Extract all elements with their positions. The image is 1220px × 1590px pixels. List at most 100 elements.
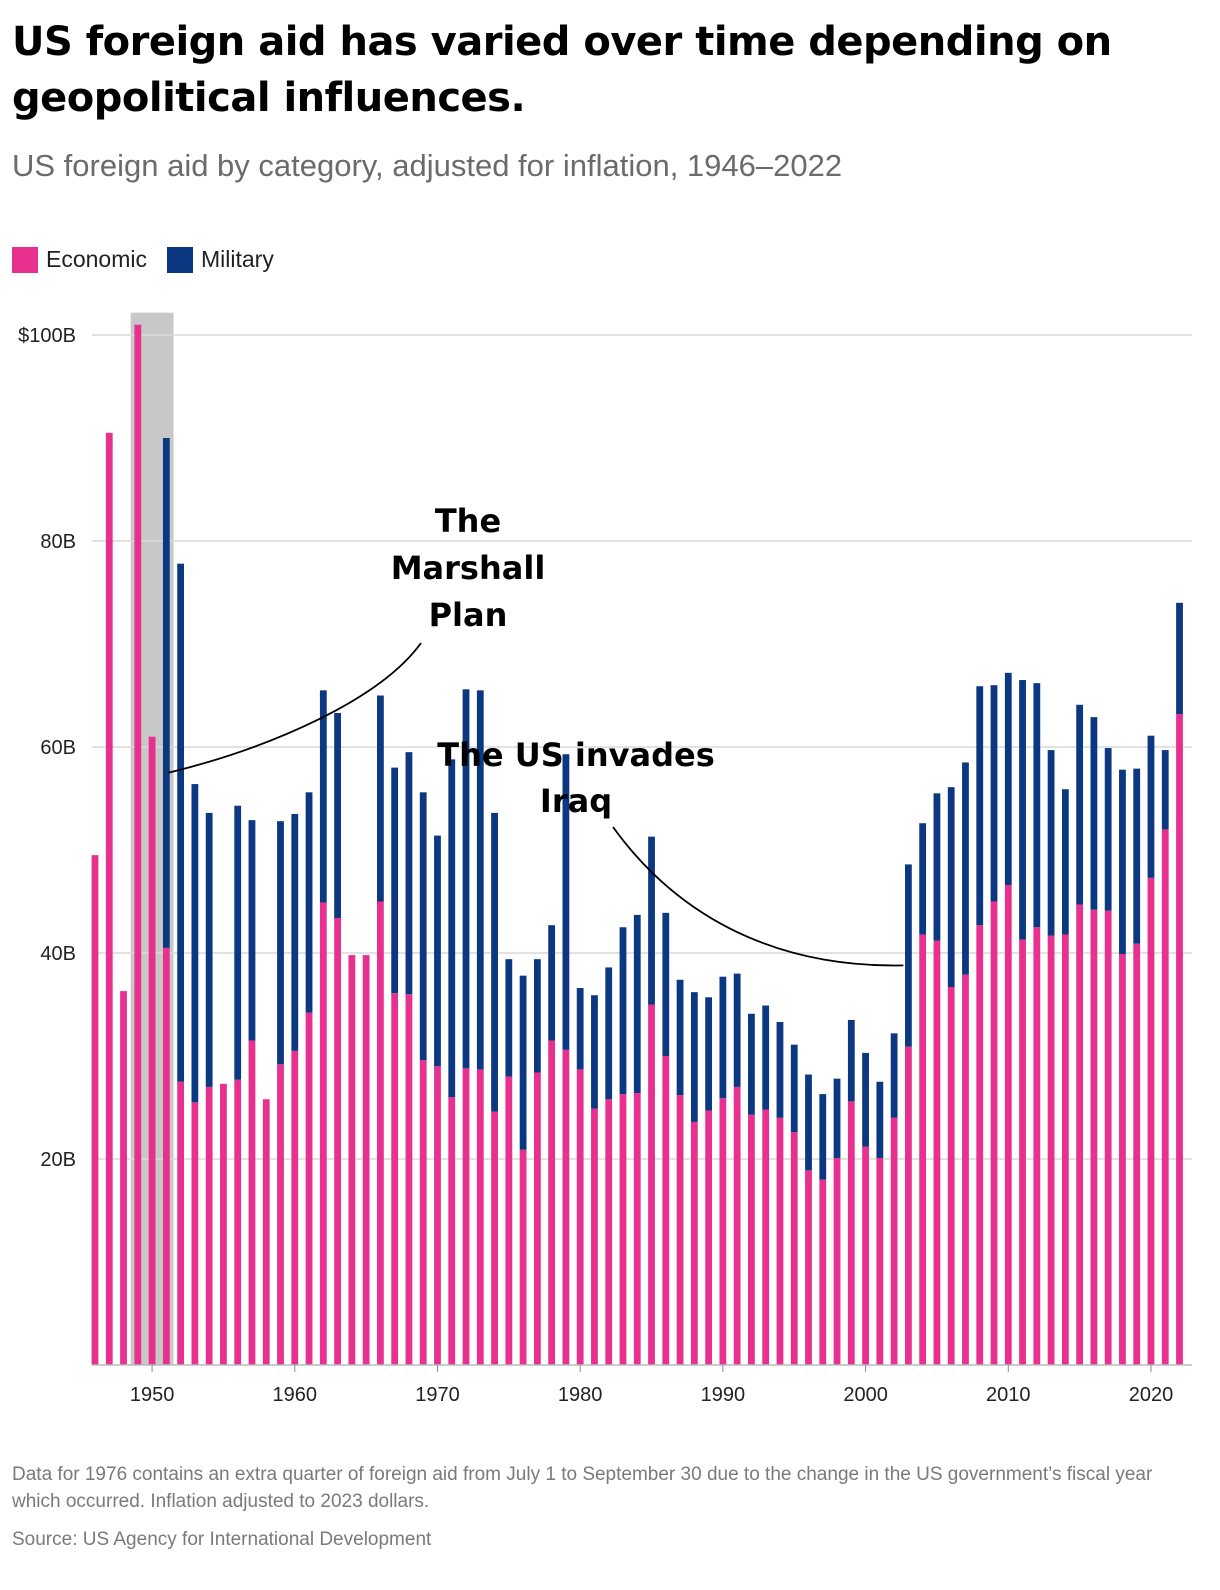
bar-economic <box>748 1114 755 1365</box>
bar-military <box>205 812 213 1087</box>
bar-military <box>519 975 527 1150</box>
legend-swatch-military <box>166 246 193 273</box>
legend-label-economic: Economic <box>46 246 147 272</box>
annotation-marshall-plan: Plan <box>429 596 508 634</box>
x-tick-label: 2000 <box>843 1384 888 1406</box>
bar-economic <box>733 1086 741 1365</box>
bar-economic <box>648 1004 655 1365</box>
bar-economic <box>191 1102 199 1365</box>
bar-military <box>448 759 456 1098</box>
bar-military <box>833 1078 841 1158</box>
bar-military <box>904 864 912 1047</box>
bar-economic <box>462 1068 470 1365</box>
bar-military <box>976 686 984 926</box>
bar-economic <box>205 1086 213 1365</box>
bar-economic <box>177 1081 185 1365</box>
bar-economic <box>1019 939 1026 1365</box>
bar-military <box>1104 748 1112 911</box>
bar-military <box>319 690 327 903</box>
bar-economic <box>562 1049 570 1365</box>
bar-economic <box>876 1157 884 1365</box>
legend-item-military: Military <box>166 246 274 273</box>
bar-economic <box>162 947 170 1365</box>
bar-economic <box>990 901 998 1365</box>
bar-military <box>790 1044 798 1133</box>
bar-military <box>947 787 955 987</box>
bar-military <box>533 959 541 1073</box>
bar-economic <box>933 940 941 1365</box>
bar-military <box>505 959 513 1077</box>
bar-military <box>434 835 441 1067</box>
bar-military <box>377 695 384 902</box>
bar-economic <box>904 1046 912 1365</box>
bar-economic <box>790 1132 798 1365</box>
bar-economic <box>662 1056 670 1365</box>
bar-military <box>334 713 341 918</box>
annotation-marshall-plan: Marshall <box>391 549 546 587</box>
legend-label-military: Military <box>200 246 274 272</box>
bar-military <box>491 812 498 1112</box>
bar-military <box>405 752 413 995</box>
x-tick-label: 1980 <box>558 1384 603 1406</box>
bar-economic <box>405 994 413 1365</box>
bar-economic <box>319 902 327 1365</box>
bar-military <box>819 1094 827 1180</box>
bar-military <box>162 438 170 948</box>
bar-military <box>1047 750 1055 936</box>
y-tick-label: 40B <box>40 943 76 965</box>
bar-military <box>1061 789 1069 935</box>
bar-military <box>234 805 242 1080</box>
bar-economic <box>847 1101 855 1365</box>
x-tick-label: 2020 <box>1129 1384 1174 1406</box>
bar-military <box>633 914 641 1094</box>
bar-military <box>605 967 613 1100</box>
legend-item-economic: Economic <box>12 246 147 273</box>
bar-military <box>1076 704 1084 905</box>
bar-military <box>762 1005 770 1110</box>
bar-military <box>1090 717 1098 910</box>
bar-economic <box>419 1060 427 1365</box>
bar-military <box>1004 672 1012 886</box>
bar-economic <box>91 855 99 1365</box>
bar-economic <box>705 1110 713 1365</box>
bar-economic <box>105 432 113 1366</box>
bar-military <box>248 820 256 1041</box>
bar-economic <box>919 934 927 1365</box>
annotation-iraq: The US invades <box>437 736 714 774</box>
bar-economic <box>377 901 384 1365</box>
y-tick-label: 80B <box>40 531 76 553</box>
bar-military <box>277 821 284 1065</box>
bar-economic <box>591 1108 598 1365</box>
bar-economic <box>833 1157 841 1365</box>
bar-economic <box>762 1109 770 1365</box>
bar-economic <box>1004 885 1012 1365</box>
bar-economic <box>491 1111 498 1365</box>
bar-military <box>648 836 655 1005</box>
bar-economic <box>434 1066 441 1365</box>
bar-military <box>419 792 427 1061</box>
bar-military <box>1033 683 1041 928</box>
bar-economic <box>362 955 370 1365</box>
bar-military <box>1176 602 1183 715</box>
bar-military <box>847 1019 855 1102</box>
bar-economic <box>305 1012 313 1365</box>
bar-economic <box>262 1099 270 1365</box>
bar-economic <box>819 1179 827 1365</box>
bar-military <box>690 992 698 1122</box>
bar-economic <box>505 1076 513 1365</box>
bar-economic <box>1090 909 1098 1365</box>
bar-military <box>705 997 713 1111</box>
bar-economic <box>348 955 356 1365</box>
bar-economic <box>291 1050 299 1365</box>
bar-economic <box>576 1069 584 1365</box>
bar-economic <box>519 1149 527 1365</box>
bar-military <box>1147 735 1155 878</box>
bar-economic <box>862 1146 869 1365</box>
bar-economic <box>1061 934 1069 1365</box>
bar-military <box>576 988 584 1070</box>
bar-economic <box>391 993 399 1365</box>
chart-title: US foreign aid has varied over time depe… <box>12 19 1112 121</box>
bar-military <box>391 767 399 994</box>
bar-military <box>291 813 299 1051</box>
bar-economic <box>1176 714 1183 1365</box>
